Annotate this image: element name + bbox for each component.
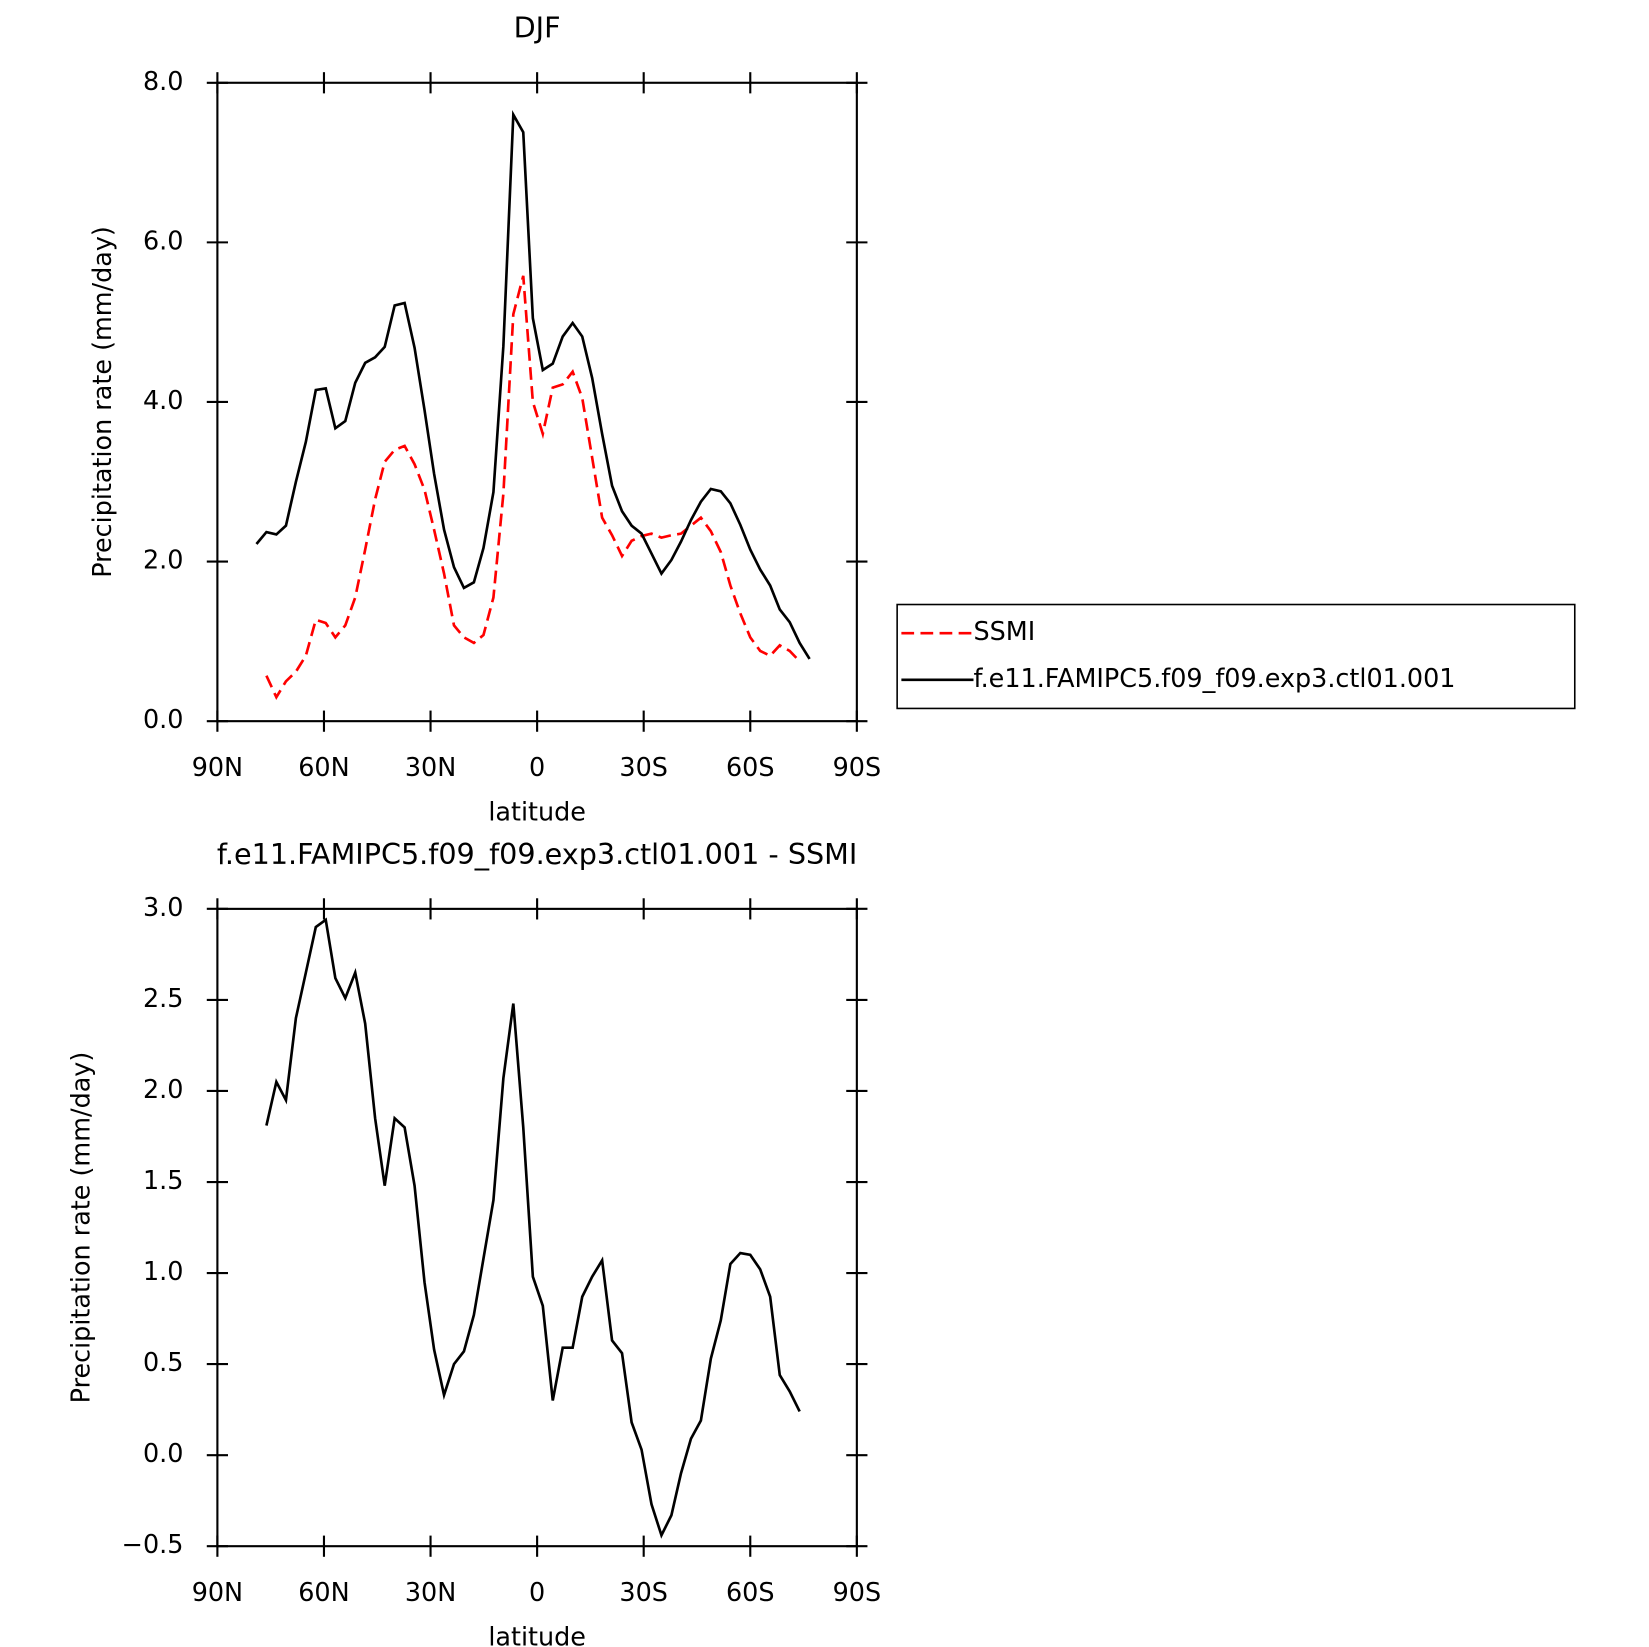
x-tick-label: 60S [726, 753, 775, 783]
y-axis-label: Precipitation rate (mm/day) [88, 226, 118, 578]
x-tick-label: 0 [529, 1578, 545, 1608]
x-tick-label: 90S [833, 1578, 882, 1608]
x-tick-label: 0 [529, 753, 545, 783]
x-tick-label: 60S [726, 1578, 775, 1608]
x-tick-label: 90N [192, 753, 243, 783]
chart-title: f.e11.FAMIPC5.f09_f09.exp3.ctl01.001 - S… [217, 837, 857, 871]
x-axis-label: latitude [488, 797, 586, 827]
y-tick-label: 3.0 [143, 893, 183, 923]
y-tick-label: 0.0 [143, 705, 183, 735]
data-line [265, 275, 801, 701]
legend-label: SSMI [973, 617, 1035, 647]
x-tick-label: 30N [405, 753, 456, 783]
y-tick-label: 1.5 [143, 1166, 183, 1196]
x-tick-label: 90S [833, 753, 882, 783]
legend-label: f.e11.FAMIPC5.f09_f09.exp3.ctl01.001 [973, 664, 1455, 694]
y-axis-label: Precipitation rate (mm/day) [67, 1052, 97, 1404]
y-tick-label: 0.0 [143, 1439, 183, 1469]
x-tick-label: 90N [192, 1578, 243, 1608]
data-line [265, 917, 801, 1539]
x-tick-label: 60N [298, 753, 349, 783]
x-tick-label: 30S [619, 1578, 668, 1608]
y-tick-label: 2.0 [143, 546, 183, 576]
x-tick-label: 30S [619, 753, 668, 783]
plot-frame [216, 907, 858, 1548]
y-tick-label: 6.0 [143, 226, 183, 256]
y-tick-label: −0.5 [122, 1530, 184, 1560]
y-tick-label: 0.5 [143, 1348, 183, 1378]
y-tick-label: 1.0 [143, 1257, 183, 1287]
y-tick-label: 4.0 [143, 386, 183, 416]
y-tick-label: 2.0 [143, 1075, 183, 1105]
legend-box [896, 603, 1576, 710]
data-line [255, 110, 811, 660]
chart-title: DJF [514, 11, 561, 45]
x-axis-label: latitude [488, 1622, 586, 1647]
plot-frame [216, 81, 858, 723]
x-tick-label: 60N [298, 1578, 349, 1608]
y-tick-label: 2.5 [143, 984, 183, 1014]
x-tick-label: 30N [405, 1578, 456, 1608]
y-tick-label: 8.0 [143, 67, 183, 97]
